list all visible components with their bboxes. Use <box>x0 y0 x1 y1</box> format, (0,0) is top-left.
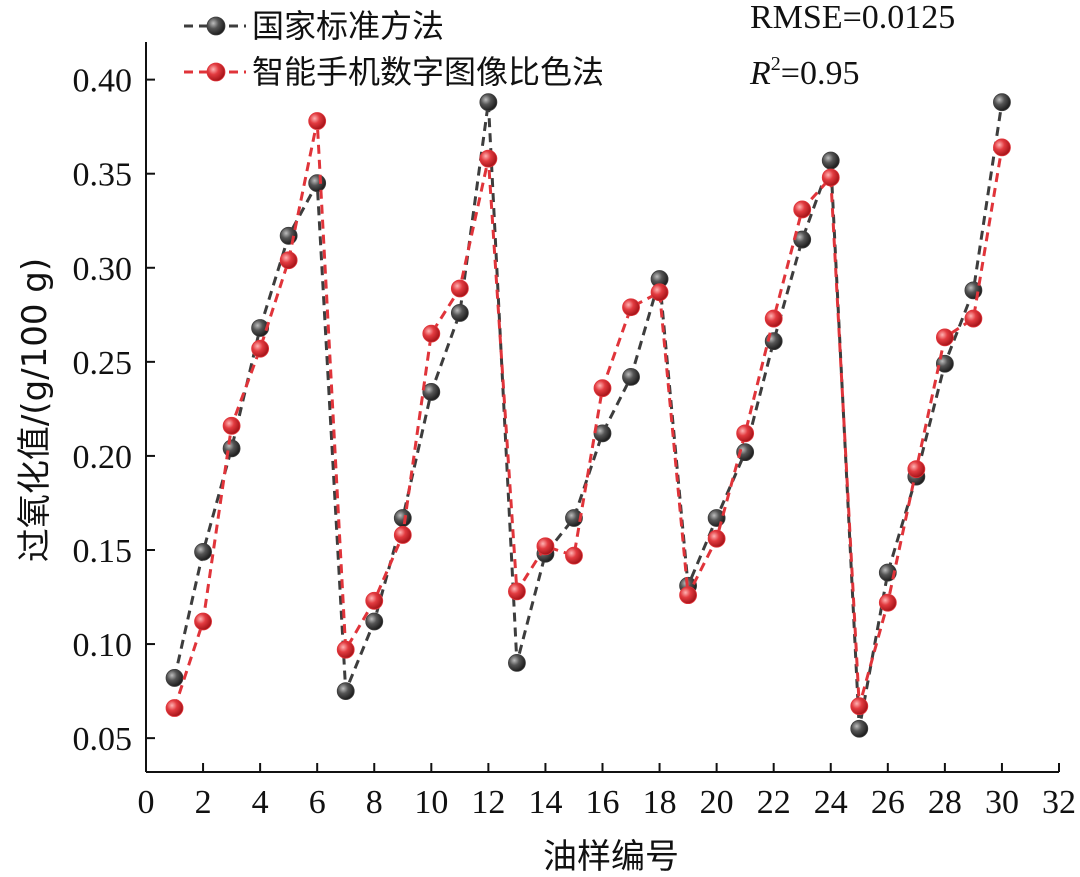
x-tick-label: 28 <box>928 784 962 821</box>
series-2-point <box>194 612 212 631</box>
series-1-point <box>222 439 241 458</box>
series-1-point <box>935 354 954 373</box>
series-1-point <box>850 719 869 738</box>
series-2-point <box>479 149 498 168</box>
r2-symbol: R <box>749 55 771 92</box>
annotations: RMSE=0.0125 R2=0.95 <box>749 0 955 92</box>
series-2-point <box>422 324 441 343</box>
series-2-point <box>878 593 897 612</box>
series-2-point <box>308 112 327 130</box>
series-2-point <box>565 546 583 565</box>
series-1-point <box>508 653 526 672</box>
series-2-point <box>764 309 783 328</box>
series-1-point <box>736 443 755 462</box>
x-tick-label: 4 <box>252 784 269 821</box>
series-2-point <box>821 168 840 187</box>
series-1-point <box>565 509 583 527</box>
y-tick-label: 0.25 <box>73 345 133 382</box>
x-tick-label: 0 <box>138 784 155 821</box>
series-layer <box>165 93 1011 738</box>
series-2-point <box>736 424 755 443</box>
x-tick-label: 8 <box>366 784 383 821</box>
series-1-point <box>622 367 640 386</box>
series-1-point <box>365 612 384 631</box>
series-2-point <box>393 526 412 544</box>
x-tick-label: 18 <box>643 784 677 821</box>
series-2-point <box>907 460 926 478</box>
series-1-point <box>593 424 612 443</box>
series-2-point <box>279 251 298 270</box>
x-tick-label: 2 <box>195 784 212 821</box>
series-1-point <box>450 304 469 322</box>
series-2-point <box>450 279 469 298</box>
series-2-point <box>679 586 697 605</box>
series-1-point <box>336 682 355 700</box>
x-tick-label: 32 <box>1042 784 1076 821</box>
r2-value: =0.95 <box>781 55 860 92</box>
x-tick-label: 26 <box>871 784 905 821</box>
series-2-point <box>650 283 669 302</box>
series-2-point <box>935 328 954 347</box>
series-2-line <box>173 119 1004 709</box>
y-tick-label: 0.05 <box>73 721 133 758</box>
x-tick-label: 12 <box>471 784 505 821</box>
series-1-point <box>308 174 327 193</box>
y-tick-label: 0.35 <box>73 157 133 194</box>
x-tick-label: 30 <box>985 784 1019 821</box>
series-2-point <box>993 138 1011 157</box>
legend-swatch-marker <box>206 16 226 36</box>
series-2-point <box>850 697 869 716</box>
r2-annotation: R2=0.95 <box>749 53 859 92</box>
x-tick-label: 14 <box>528 784 562 821</box>
x-tick-label: 6 <box>309 784 326 821</box>
x-tick-label: 22 <box>757 784 791 821</box>
y-tick-label: 0.20 <box>73 439 133 476</box>
x-tick-label: 20 <box>700 784 734 821</box>
series-1-point <box>165 669 184 687</box>
y-tick-label: 0.15 <box>73 533 133 570</box>
series-2-point <box>336 640 355 659</box>
series-1 <box>165 93 1011 738</box>
x-tick-label: 24 <box>814 784 848 821</box>
x-tick-label: 10 <box>414 784 448 821</box>
x-tick-label: 16 <box>586 784 620 821</box>
series-2-point <box>793 200 812 219</box>
series-2-point <box>365 591 384 610</box>
series-2-point <box>707 529 726 548</box>
series-2-point <box>622 298 640 317</box>
series-2-point <box>964 309 983 328</box>
series-2-point <box>251 339 270 358</box>
rmse-annotation: RMSE=0.0125 <box>750 0 955 36</box>
series-2-point <box>222 416 241 435</box>
series-1-point <box>422 383 441 401</box>
series-1-point <box>194 542 212 561</box>
series-1-point <box>821 151 840 170</box>
legend-label: 国家标准方法 <box>252 7 444 45</box>
legend-label: 智能手机数字图像比色法 <box>252 53 604 91</box>
r2-superscript: 2 <box>771 53 781 75</box>
x-axis-title: 油样编号 <box>543 837 679 877</box>
y-tick-label: 0.40 <box>73 63 133 100</box>
y-tick-label: 0.10 <box>73 627 133 664</box>
axes: 0 2 4 6 8 10 12 14 16 18 20 22 24 26 28 30 320.050.100.1… <box>73 42 1076 821</box>
series-1-point <box>993 93 1011 112</box>
series-2-point <box>593 379 612 398</box>
series-2-point <box>165 699 184 717</box>
series-2-point <box>536 537 555 556</box>
series-1-point <box>479 93 498 112</box>
series-2-point <box>508 582 526 601</box>
series-2 <box>165 112 1011 717</box>
y-axis-title: 过氧化值/(g/100 g) <box>15 258 55 562</box>
legend-swatch-marker <box>206 62 226 82</box>
series-1-point <box>251 319 270 337</box>
y-tick-label: 0.30 <box>73 251 133 288</box>
series-1-point <box>393 509 412 527</box>
